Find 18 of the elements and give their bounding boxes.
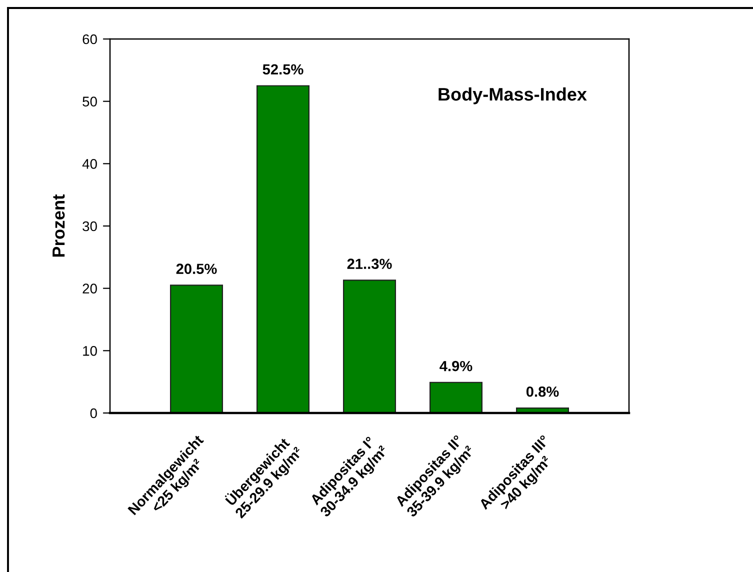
data-label: 0.8% xyxy=(526,386,559,397)
bar xyxy=(342,280,396,413)
y-tick-label: 10 xyxy=(83,346,97,356)
y-axis-title: Prozent xyxy=(52,194,65,257)
y-tick-label: 20 xyxy=(82,284,97,294)
y-tick-label: 50 xyxy=(82,96,97,107)
y-tick-label: 40 xyxy=(82,159,97,169)
y-tick-label: 30 xyxy=(82,221,97,232)
bar xyxy=(170,284,224,413)
data-label: 52.5% xyxy=(262,64,304,75)
data-label: 21..3% xyxy=(347,258,392,270)
data-label: 20.5% xyxy=(176,264,217,274)
y-tick-label: 0 xyxy=(90,408,97,418)
bar xyxy=(429,382,483,413)
data-label: 4.9% xyxy=(440,360,472,372)
bar xyxy=(256,85,310,413)
text: Body-Mass-Index xyxy=(438,87,587,104)
y-tick-label: 60 xyxy=(82,34,97,44)
